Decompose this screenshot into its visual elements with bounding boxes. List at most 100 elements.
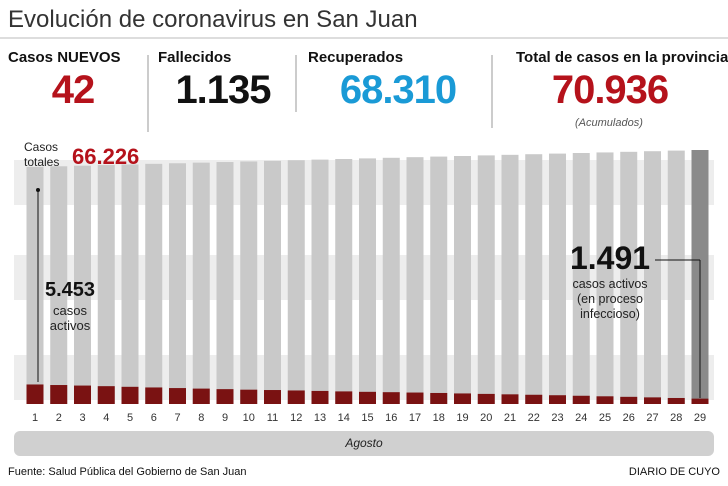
total-bar bbox=[74, 165, 91, 404]
active-bar bbox=[74, 385, 91, 404]
active-bar bbox=[596, 396, 614, 404]
x-tick-label: 11 bbox=[267, 412, 278, 424]
total-bar bbox=[359, 158, 376, 404]
x-tick-label: 20 bbox=[480, 412, 492, 424]
x-tick-label: 13 bbox=[314, 412, 326, 424]
x-tick-label: 26 bbox=[623, 412, 635, 424]
x-tick-label: 25 bbox=[599, 412, 611, 424]
leader-dot bbox=[36, 188, 40, 192]
stat-value: 42 bbox=[51, 68, 96, 112]
x-tick-label: 17 bbox=[409, 412, 421, 424]
x-tick-label: 18 bbox=[433, 412, 445, 424]
stat-label: Total de casos en la provincia bbox=[516, 49, 728, 66]
total-bar bbox=[264, 160, 281, 404]
active-bar bbox=[359, 391, 376, 404]
total-bar bbox=[406, 157, 424, 404]
stat-label: Fallecidos bbox=[158, 49, 232, 66]
total-bar bbox=[596, 152, 614, 404]
x-tick-label: 10 bbox=[243, 412, 255, 424]
active-bar bbox=[454, 393, 471, 404]
active-bar bbox=[145, 387, 163, 404]
source: Fuente: Salud Pública del Gobierno de Sa… bbox=[8, 466, 247, 478]
x-tick-label: 28 bbox=[670, 412, 682, 424]
total-bar bbox=[121, 164, 139, 404]
active-bar bbox=[477, 393, 495, 404]
total-bar bbox=[311, 159, 329, 404]
total-bar bbox=[287, 160, 305, 404]
stat-note: (Acumulados) bbox=[575, 117, 643, 129]
title: Evolución de coronavirus en San Juan bbox=[8, 6, 418, 33]
total-bar bbox=[382, 157, 400, 404]
active-bar bbox=[501, 394, 519, 404]
x-axis-band bbox=[14, 431, 714, 456]
total-bar bbox=[501, 154, 519, 404]
total-bar bbox=[667, 150, 685, 404]
total-bar bbox=[50, 166, 68, 404]
value-label: 5.453 bbox=[44, 279, 96, 301]
x-tick-label: 14 bbox=[338, 412, 350, 424]
x-tick-label: 23 bbox=[551, 412, 563, 424]
total-bar bbox=[620, 151, 638, 404]
active-bar bbox=[50, 385, 68, 404]
x-tick-label: 9 bbox=[222, 412, 228, 424]
x-tick-label: 16 bbox=[385, 412, 397, 424]
x-tick-label: 5 bbox=[127, 412, 133, 424]
annotation: casos activos (en proceso infeccioso) bbox=[572, 277, 648, 321]
active-bar bbox=[335, 391, 353, 404]
x-tick-label: 27 bbox=[646, 412, 658, 424]
total-bar bbox=[216, 162, 234, 404]
x-tick-label: 8 bbox=[198, 412, 204, 424]
x-tick-label: 2 bbox=[56, 412, 62, 424]
total-bar bbox=[477, 155, 495, 404]
series-label: casos activos bbox=[49, 303, 91, 333]
stat-label: Recuperados bbox=[308, 49, 404, 66]
series-label: Casos totales bbox=[24, 140, 60, 169]
total-bar bbox=[192, 162, 210, 404]
active-bar bbox=[644, 397, 661, 404]
active-bar bbox=[287, 390, 305, 404]
total-bar bbox=[145, 163, 163, 404]
active-bar bbox=[192, 388, 210, 404]
x-tick-label: 19 bbox=[456, 412, 468, 424]
active-bar bbox=[216, 389, 234, 404]
active-bar bbox=[121, 386, 139, 404]
brand: DIARIO DE CUYO bbox=[628, 466, 720, 478]
active-bar bbox=[26, 384, 44, 404]
total-bar bbox=[169, 163, 186, 404]
total-bar bbox=[26, 166, 44, 404]
total-bar bbox=[430, 156, 448, 404]
stat-value: 70.936 bbox=[551, 68, 669, 112]
stat-value: 68.310 bbox=[339, 68, 457, 112]
total-bar bbox=[572, 152, 590, 404]
active-bar bbox=[264, 390, 281, 404]
total-bar bbox=[97, 165, 115, 404]
x-tick-label: 7 bbox=[174, 412, 180, 424]
x-tick-label: 3 bbox=[79, 412, 85, 424]
active-bar bbox=[97, 386, 115, 404]
total-bar bbox=[335, 159, 353, 404]
x-tick-label: 22 bbox=[528, 412, 540, 424]
active-bar bbox=[311, 390, 329, 404]
total-bar bbox=[644, 151, 661, 404]
active-bar bbox=[620, 396, 638, 404]
stat-value: 1.135 bbox=[175, 68, 271, 112]
x-tick-label: 1 bbox=[32, 412, 38, 424]
active-bar bbox=[406, 392, 424, 404]
active-bar bbox=[169, 388, 186, 404]
total-bar bbox=[525, 154, 543, 404]
total-bar bbox=[454, 156, 471, 404]
x-tick-label: 29 bbox=[694, 412, 706, 424]
value-label: 1.491 bbox=[569, 240, 651, 276]
active-bar bbox=[240, 389, 258, 404]
x-tick-label: 6 bbox=[151, 412, 157, 424]
x-tick-label: 24 bbox=[575, 412, 587, 424]
active-bar bbox=[382, 392, 400, 404]
x-tick-label: 4 bbox=[103, 412, 109, 424]
active-bar bbox=[430, 392, 448, 404]
stat-label: Casos NUEVOS bbox=[8, 49, 121, 66]
active-bar bbox=[691, 398, 709, 404]
active-bar bbox=[667, 397, 685, 404]
active-bar bbox=[572, 395, 590, 404]
x-tick-label: 21 bbox=[504, 412, 516, 424]
